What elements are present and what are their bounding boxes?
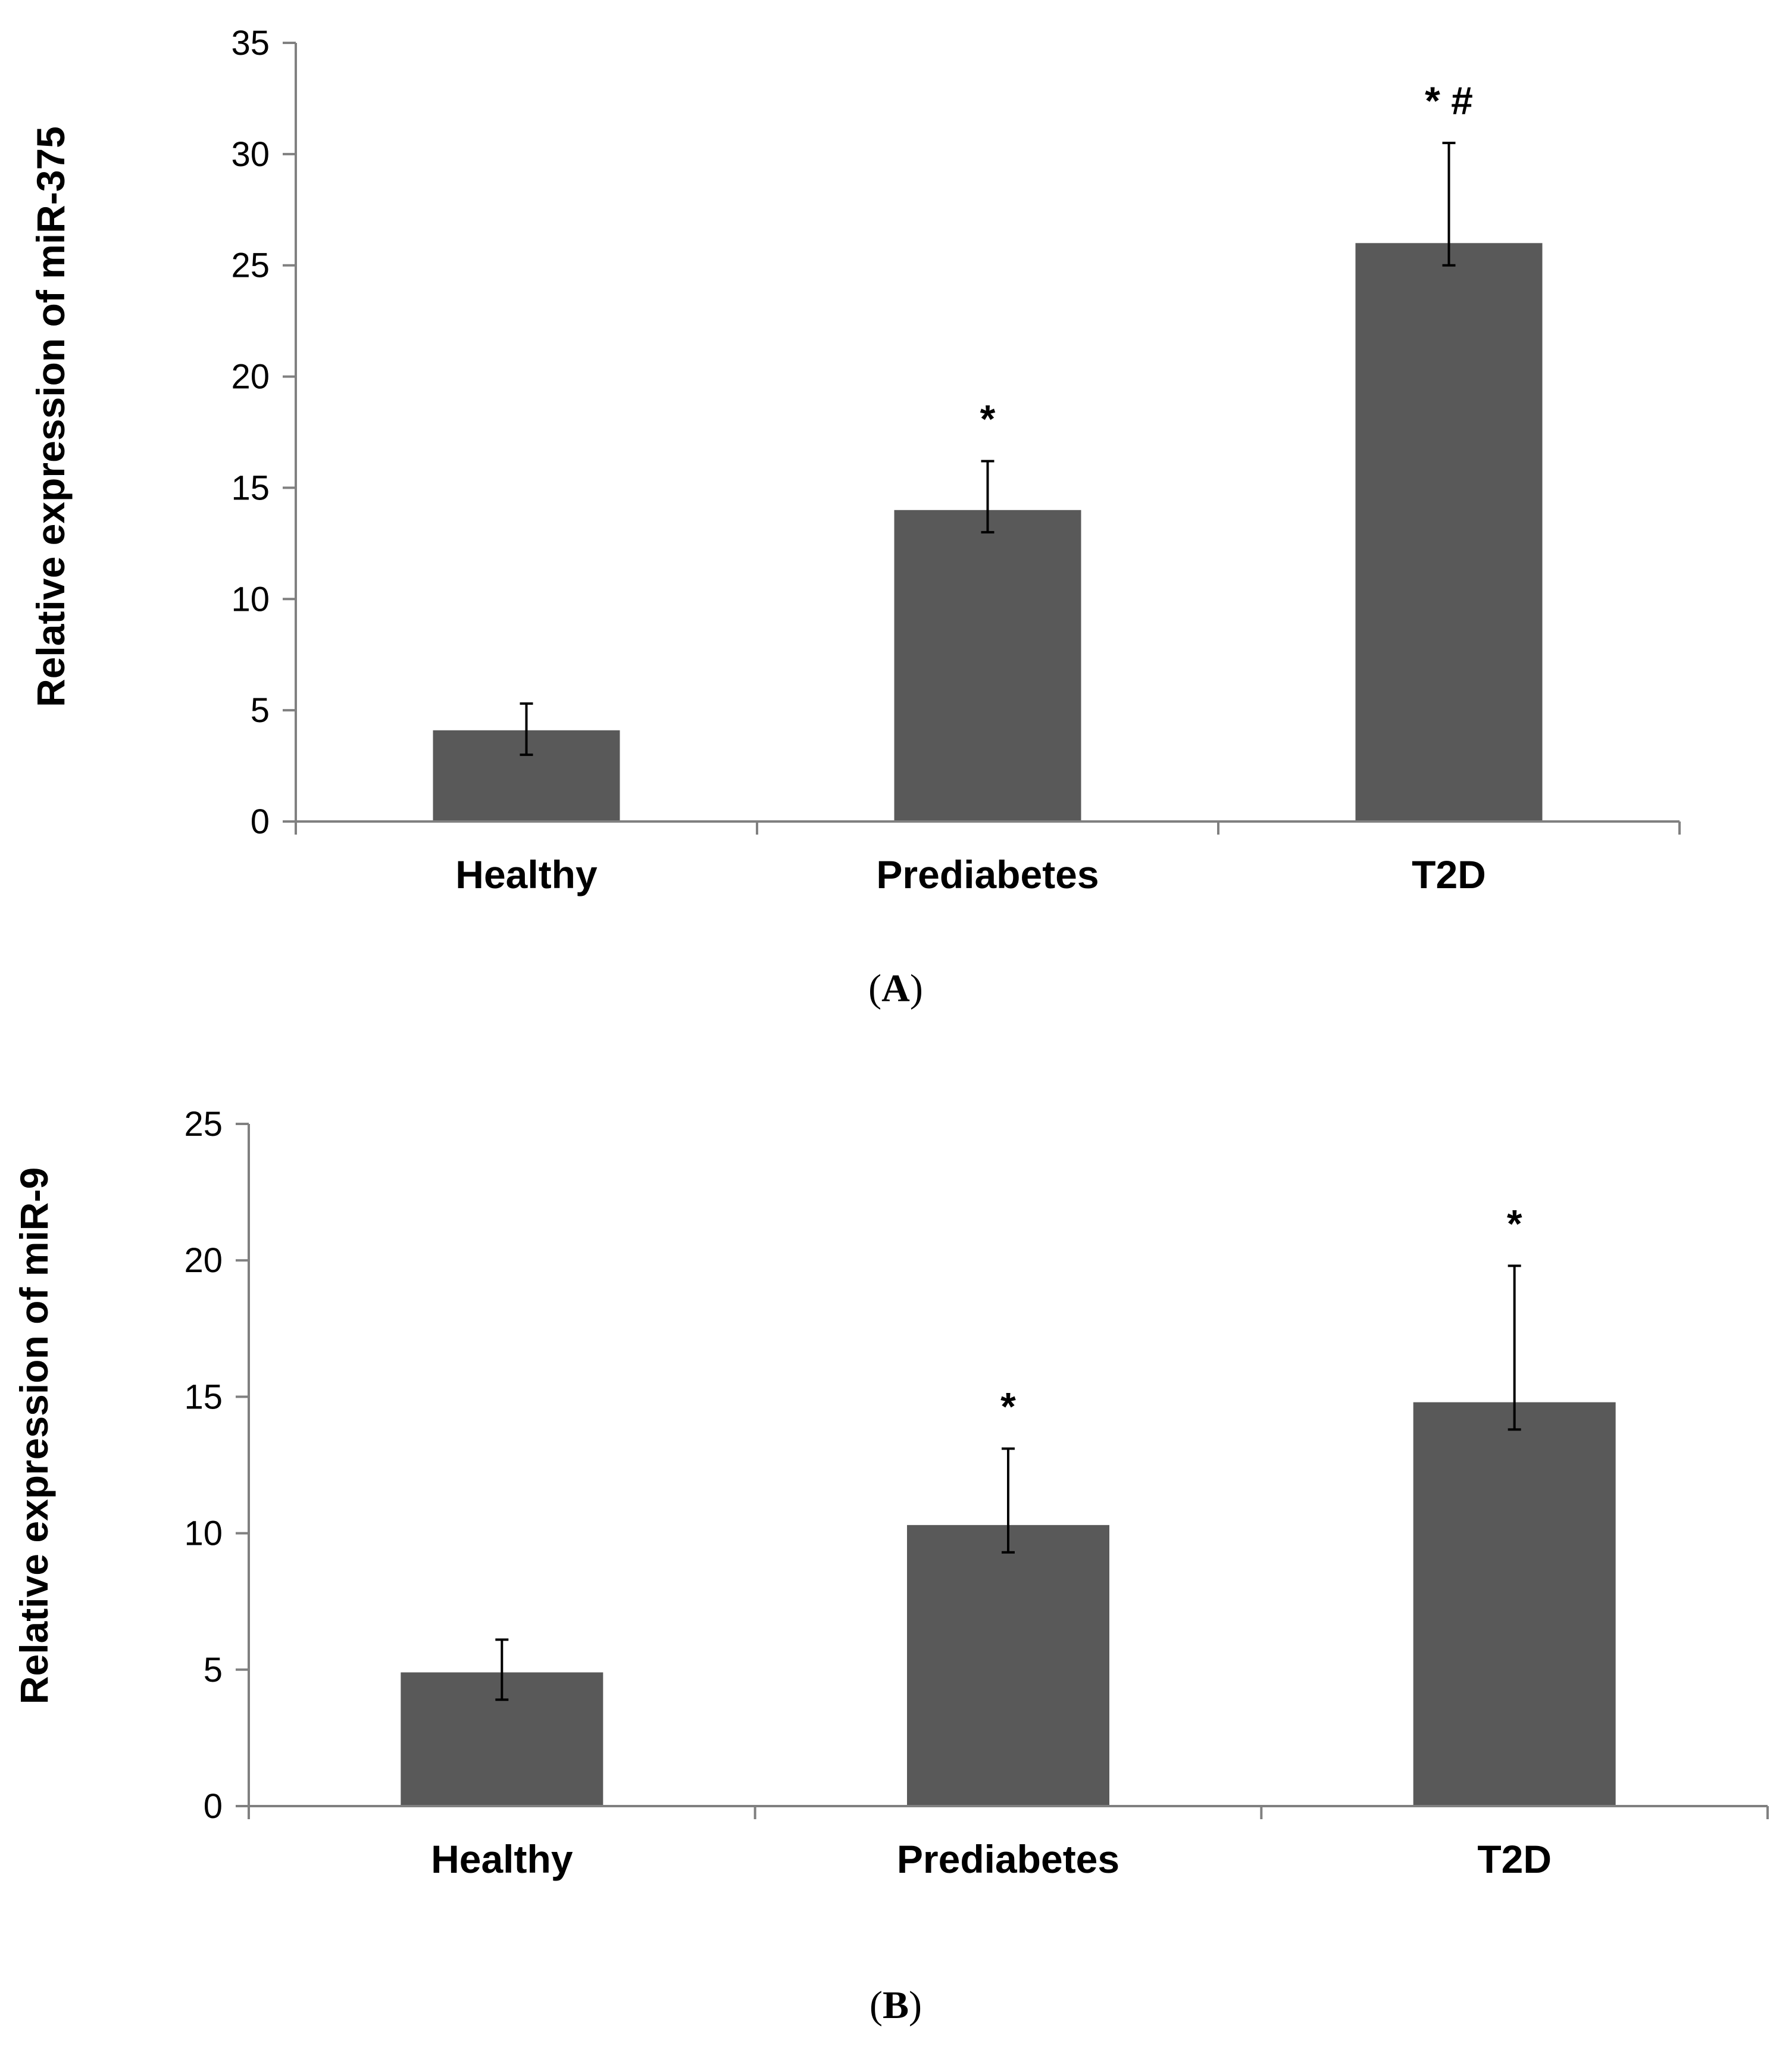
panel-a-y-tick-label: 35 [231, 24, 270, 63]
panel-b-significance-t2d: * [1507, 1201, 1522, 1245]
panel-a-y-tick-label: 10 [231, 580, 270, 619]
panel-a-significance-marks: * * # [980, 79, 1473, 441]
panel-b-y-tick-label: 0 [204, 1787, 223, 1826]
panel-b-y-tick-label: 25 [184, 1105, 223, 1144]
panel-b-y-tick-label: 5 [204, 1651, 223, 1689]
panel-b-caption: (B) [870, 1983, 922, 2027]
panel-b-bar-prediabetes [907, 1525, 1109, 1806]
panel-a-caption: (A) [868, 967, 923, 1010]
panel-a-x-label-healthy: Healthy [455, 852, 598, 897]
panel-b-x-label-t2d: T2D [1477, 1837, 1552, 1881]
panel-b-error-bars [495, 1264, 1521, 1701]
panel-a-y-tick-label: 20 [231, 358, 270, 396]
panel-a-error-bars [520, 142, 1456, 756]
panel-a-y-tick-label: 30 [231, 135, 270, 174]
panel-a-x-labels: Healthy Prediabetes T2D [455, 852, 1486, 897]
panel-a-y-ticks: 0 5 10 15 20 25 30 35 [231, 24, 296, 841]
panel-a-x-label-t2d: T2D [1412, 852, 1486, 897]
panel-b-y-tick-label: 20 [184, 1241, 223, 1280]
panel-a-y-tick-label: 5 [251, 691, 270, 730]
panel-b-y-tick-label: 10 [184, 1514, 223, 1553]
panel-b-y-axis-title: Relative expression of miR-9 [12, 1167, 56, 1704]
panel-b-x-labels: Healthy Prediabetes T2D [431, 1837, 1552, 1881]
panel-a-y-tick-label: 25 [231, 246, 270, 285]
panel-a-significance-t2d: * # [1425, 79, 1473, 123]
panel-a-y-axis-title: Relative expression of miR-375 [29, 126, 73, 707]
panel-a-x-label-prediabetes: Prediabetes [876, 852, 1099, 897]
panel-a-y-tick-label: 15 [231, 468, 270, 507]
panel-b-y-tick-label: 15 [184, 1377, 223, 1416]
panel-a-bar-t2d [1355, 243, 1543, 821]
panel-b-significance-marks: ** [1000, 1201, 1522, 1428]
panel-b-y-ticks: 0 5 10 15 20 25 [184, 1105, 249, 1826]
panel-b-axes [248, 1124, 1769, 1819]
panel-a-chart: 0 5 10 15 20 25 30 35 Healthy Prediabetes T2D * * … [29, 24, 1681, 897]
panel-a-bar-prediabetes [894, 510, 1081, 821]
panel-a-bars [433, 243, 1543, 821]
panel-b-bar-t2d [1413, 1402, 1616, 1806]
panel-a-significance-prediabetes: * [980, 397, 996, 441]
panel-a-axes [295, 43, 1681, 835]
panel-a-y-tick-label: 0 [251, 802, 270, 841]
panel-b-bars [401, 1402, 1616, 1806]
panel-b-significance-prediabetes: * [1000, 1384, 1016, 1428]
panel-b-x-label-prediabetes: Prediabetes [897, 1837, 1119, 1881]
panel-b-x-label-healthy: Healthy [431, 1837, 573, 1881]
